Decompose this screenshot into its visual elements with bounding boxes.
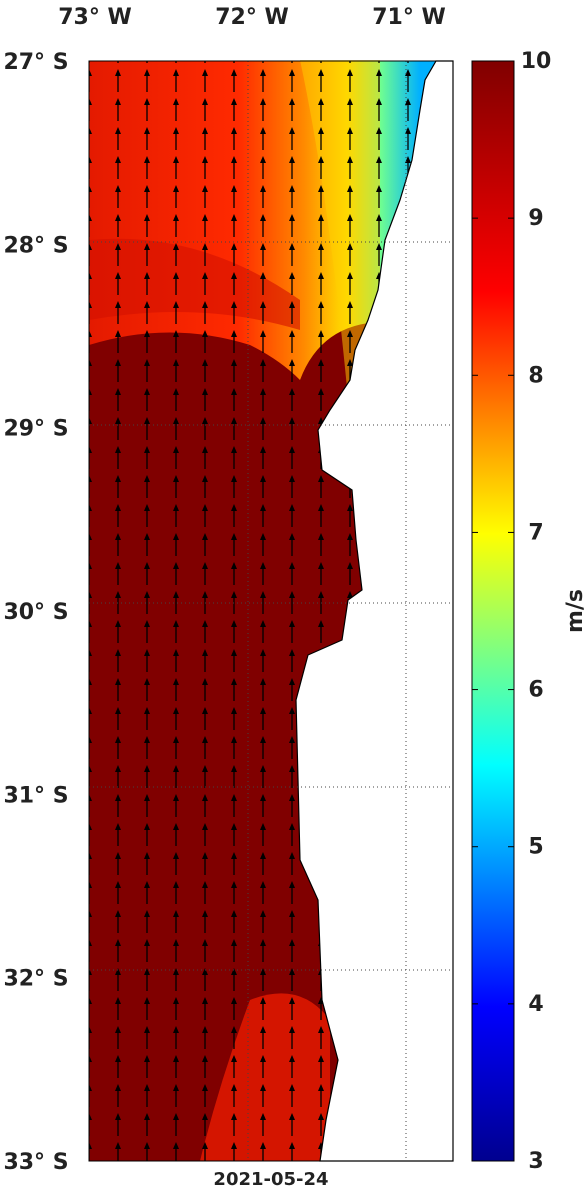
lat-label: 27° S [3,50,68,75]
date-label: 2021-05-24 [213,1169,328,1188]
colorbar-tick-label: 6 [528,678,543,703]
colorbar-tick-label: 3 [528,1149,543,1174]
colorbar [471,60,515,1162]
colorbar-tick-label: 5 [528,835,543,860]
land [295,60,454,1162]
lon-label: 72° W [215,5,289,30]
colorbar-tick-label: 7 [528,520,543,545]
lat-label: 33° S [3,1150,68,1175]
colorbar-tick-label: 4 [528,992,543,1017]
lat-label: 29° S [3,417,68,442]
colorbar-label: m/s [563,589,588,633]
colorbar-tick-label: 9 [528,206,543,231]
graticule [89,61,453,1161]
lat-label: 32° S [3,967,68,992]
colorbar-tick-label: 8 [528,363,543,388]
colorbar-tick-label: 10 [521,49,552,74]
lon-label: 71° W [372,5,446,30]
lon-label: 73° W [58,5,132,30]
lat-label: 30° S [3,600,68,625]
lat-label: 31° S [3,783,68,808]
map-area [88,60,454,1162]
lat-label: 28° S [3,233,68,258]
map-frame [88,60,454,1162]
